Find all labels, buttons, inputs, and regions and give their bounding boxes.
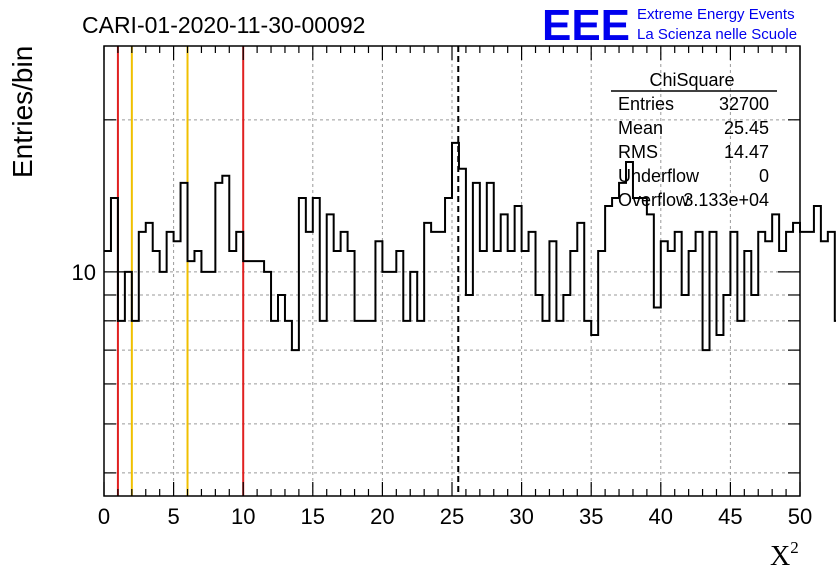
stats-label: Underflow [618,166,700,186]
eee-logo-line2: La Scienza nelle Scuole [637,26,797,43]
chart-title: CARI-01-2020-11-30-00092 [82,12,365,38]
y-tick-label: 10 [72,260,96,285]
stats-label: Overflow [618,190,690,210]
stats-value: 0 [759,166,769,186]
x-tick-label: 45 [718,504,742,529]
x-axis-label-base: X [770,541,790,572]
x-tick-label: 5 [167,504,179,529]
y-axis-label: Entries/bin [7,46,38,178]
stats-box-title: ChiSquare [649,70,734,90]
x-axis-label-superscript: 2 [790,538,799,557]
x-tick-label: 0 [98,504,110,529]
stats-value: 25.45 [724,118,769,138]
stats-value: 32700 [719,94,769,114]
x-tick-label: 25 [440,504,464,529]
x-axis-label: X2 [770,538,799,572]
stats-label: Mean [618,118,663,138]
histogram-series [104,141,836,352]
x-tick-label: 50 [788,504,812,529]
x-axis-ticks: 0 5 10 15 20 25 30 35 40 45 50 [98,46,812,529]
eee-logo-line1: Extreme Energy Events [637,6,795,23]
x-tick-label: 30 [509,504,533,529]
stats-value: 14.47 [724,142,769,162]
eee-logo: EEE Extreme Energy Events La Scienza nel… [542,1,797,50]
y-axis-ticks: 10 [72,119,800,474]
x-tick-label: 15 [301,504,325,529]
stats-box: ChiSquare Entries 32700 Mean 25.45 RMS 14.47 U… [611,70,777,210]
stats-label: RMS [618,142,658,162]
x-tick-label: 40 [649,504,673,529]
x-tick-label: 20 [370,504,394,529]
eee-logo-mark: EEE [542,1,630,50]
stats-value: 3.133e+04 [683,190,769,210]
stats-label: Entries [618,94,674,114]
x-tick-label: 10 [231,504,255,529]
x-tick-label: 35 [579,504,603,529]
grid-lines [104,46,800,496]
